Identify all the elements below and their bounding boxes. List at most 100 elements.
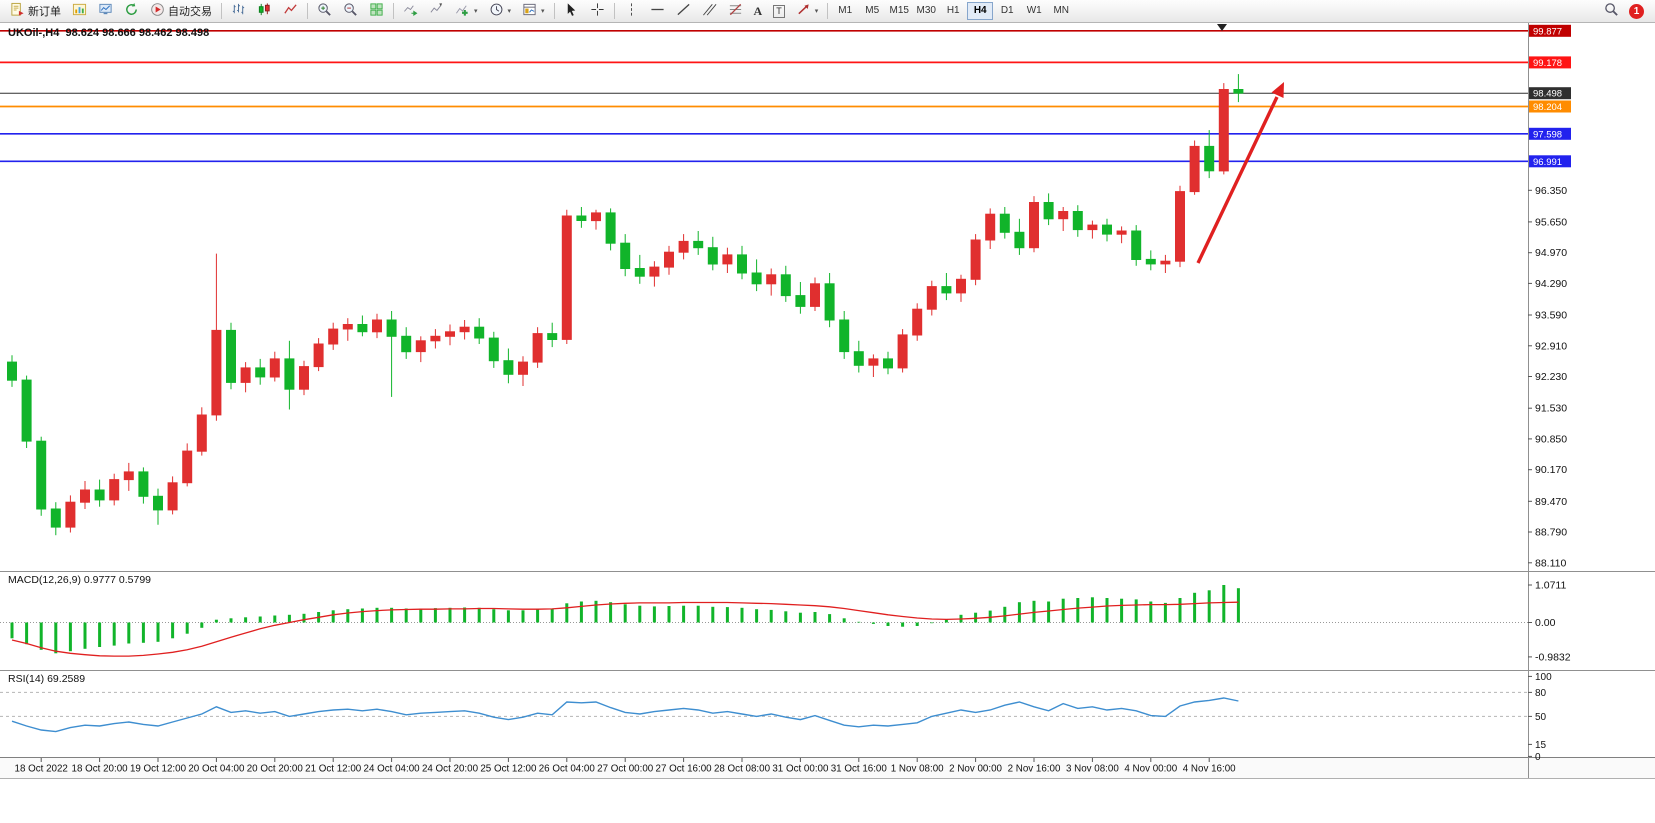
candlestick-icon bbox=[257, 2, 272, 20]
candle-bullish bbox=[328, 328, 339, 345]
line-chart-type-button[interactable] bbox=[278, 1, 303, 21]
market-watch-button[interactable] bbox=[93, 1, 118, 21]
timeframe-button-mn[interactable]: MN bbox=[1048, 2, 1074, 20]
rsi-level-label: 0 bbox=[1535, 752, 1541, 763]
autotrade-icon bbox=[150, 2, 165, 20]
candle-bearish bbox=[50, 508, 61, 528]
crosshair-tool-button[interactable] bbox=[585, 1, 610, 21]
price-tick-label: 88.790 bbox=[1535, 527, 1567, 539]
tile-windows-button[interactable] bbox=[364, 1, 389, 21]
text-label-tool-button[interactable]: T bbox=[768, 1, 790, 21]
chart-shift-button[interactable] bbox=[424, 1, 449, 21]
timeframe-button-m1[interactable]: M1 bbox=[832, 2, 858, 20]
zoom-out-button[interactable] bbox=[338, 1, 363, 21]
price-label: 99.877 bbox=[1533, 26, 1562, 37]
candle-bearish bbox=[284, 358, 295, 390]
horizontal-line-tool-button[interactable] bbox=[645, 1, 670, 21]
timeframe-button-m30[interactable]: M30 bbox=[913, 2, 939, 20]
templates-button[interactable]: ▾ bbox=[517, 1, 550, 21]
candle-bullish bbox=[1116, 230, 1127, 235]
candle-bearish bbox=[1072, 211, 1083, 231]
toolbar-separator bbox=[307, 3, 308, 19]
arrow-shapes-button[interactable]: ▾ bbox=[791, 1, 824, 21]
candle-bearish bbox=[839, 319, 850, 353]
rsi-level-label: 15 bbox=[1535, 740, 1547, 751]
indicators-button[interactable]: ▾ bbox=[450, 1, 483, 21]
candle-bullish bbox=[810, 283, 820, 307]
timeframe-button-h4[interactable]: H4 bbox=[967, 2, 994, 20]
charts-button[interactable] bbox=[67, 1, 92, 21]
candle-bullish bbox=[766, 274, 777, 285]
time-label: 24 Oct 20:00 bbox=[422, 764, 479, 775]
candle-bearish bbox=[94, 489, 105, 501]
bar-chart-type-button[interactable] bbox=[226, 1, 251, 21]
chart-shift-marker[interactable] bbox=[1217, 24, 1227, 31]
timeframe-button-m15[interactable]: M15 bbox=[886, 2, 912, 20]
auto-scroll-button[interactable] bbox=[398, 1, 423, 21]
candlestick-type-button[interactable] bbox=[252, 1, 277, 21]
trend-arrow-head[interactable] bbox=[1271, 82, 1285, 98]
add-indicator-icon bbox=[455, 2, 470, 20]
cursor-tool-button[interactable] bbox=[559, 1, 584, 21]
timeframe-button-w1[interactable]: W1 bbox=[1021, 2, 1047, 20]
timeframe-button-d1[interactable]: D1 bbox=[994, 2, 1020, 20]
chart-canvas[interactable]: 96.350 95.650 94.970 94.290 93.590 92.910 92.2… bbox=[0, 23, 1655, 823]
fibonacci-tool-button[interactable] bbox=[723, 1, 748, 21]
time-axis-strip[interactable] bbox=[0, 757, 1655, 779]
chart-area[interactable]: 96.350 95.650 94.970 94.290 93.590 92.910 92.2… bbox=[0, 23, 1655, 823]
trendline-tool-button[interactable] bbox=[671, 1, 696, 21]
candle-bearish bbox=[226, 329, 236, 383]
price-tick-label: 91.530 bbox=[1535, 403, 1567, 415]
time-label: 1 Nov 08:00 bbox=[891, 764, 944, 775]
periods-button[interactable]: ▾ bbox=[484, 1, 517, 21]
time-label: 20 Oct 04:00 bbox=[188, 764, 245, 775]
time-label: 27 Oct 00:00 bbox=[597, 764, 654, 775]
notification-badge[interactable]: 1 bbox=[1629, 3, 1644, 19]
time-label: 21 Oct 12:00 bbox=[305, 764, 362, 775]
autotrade-button[interactable]: 自动交易 bbox=[145, 1, 217, 21]
candle-bearish bbox=[941, 286, 952, 294]
refresh-button[interactable] bbox=[119, 1, 144, 21]
time-label: 18 Oct 20:00 bbox=[72, 764, 129, 775]
text-tool-icon: A bbox=[753, 3, 763, 18]
time-label: 31 Oct 16:00 bbox=[831, 764, 888, 775]
monitor-icon bbox=[98, 2, 113, 20]
time-label: 4 Nov 16:00 bbox=[1183, 764, 1236, 775]
time-label: 27 Oct 16:00 bbox=[656, 764, 713, 775]
toolbar-separator bbox=[827, 3, 829, 19]
time-label: 3 Nov 08:00 bbox=[1066, 764, 1119, 775]
text-tool-button[interactable]: A bbox=[749, 1, 768, 21]
time-label: 19 Oct 12:00 bbox=[130, 764, 187, 775]
trend-arrow-line[interactable] bbox=[1196, 96, 1279, 264]
channel-tool-button[interactable] bbox=[697, 1, 722, 21]
timeframe-button-m5[interactable]: M5 bbox=[859, 2, 885, 20]
search-button[interactable] bbox=[1599, 1, 1624, 21]
arrow-shape-icon bbox=[796, 2, 811, 20]
candle-bullish bbox=[985, 213, 996, 241]
candle-bullish bbox=[970, 239, 981, 280]
price-tick-label: 90.850 bbox=[1535, 433, 1567, 445]
candle-bullish bbox=[926, 286, 937, 310]
rsi-line bbox=[11, 697, 1239, 733]
timeframe-button-h1[interactable]: H1 bbox=[940, 2, 966, 20]
toolbar-separator bbox=[221, 3, 222, 19]
candle-bearish bbox=[576, 215, 587, 221]
time-label: 2 Nov 00:00 bbox=[949, 764, 1002, 775]
candle-bullish bbox=[1218, 89, 1229, 172]
price-label: 98.498 bbox=[1533, 89, 1562, 100]
price-label-box bbox=[1529, 87, 1571, 100]
new-order-button[interactable]: 新订单 bbox=[5, 1, 66, 21]
macd-indicator-label: MACD(12,26,9) 0.9777 0.5799 bbox=[8, 574, 152, 586]
vertical-line-tool-button[interactable] bbox=[619, 1, 644, 21]
zoom-in-button[interactable] bbox=[312, 1, 337, 21]
candle-bullish bbox=[182, 450, 193, 484]
candle-bullish bbox=[430, 335, 441, 342]
candle-bullish bbox=[459, 326, 470, 333]
candle-bearish bbox=[883, 358, 893, 369]
candle-bullish bbox=[445, 331, 455, 337]
candle-bullish bbox=[240, 367, 251, 383]
candle-bullish bbox=[649, 266, 660, 277]
tile-windows-icon bbox=[369, 2, 384, 20]
candle-bullish bbox=[722, 254, 733, 265]
